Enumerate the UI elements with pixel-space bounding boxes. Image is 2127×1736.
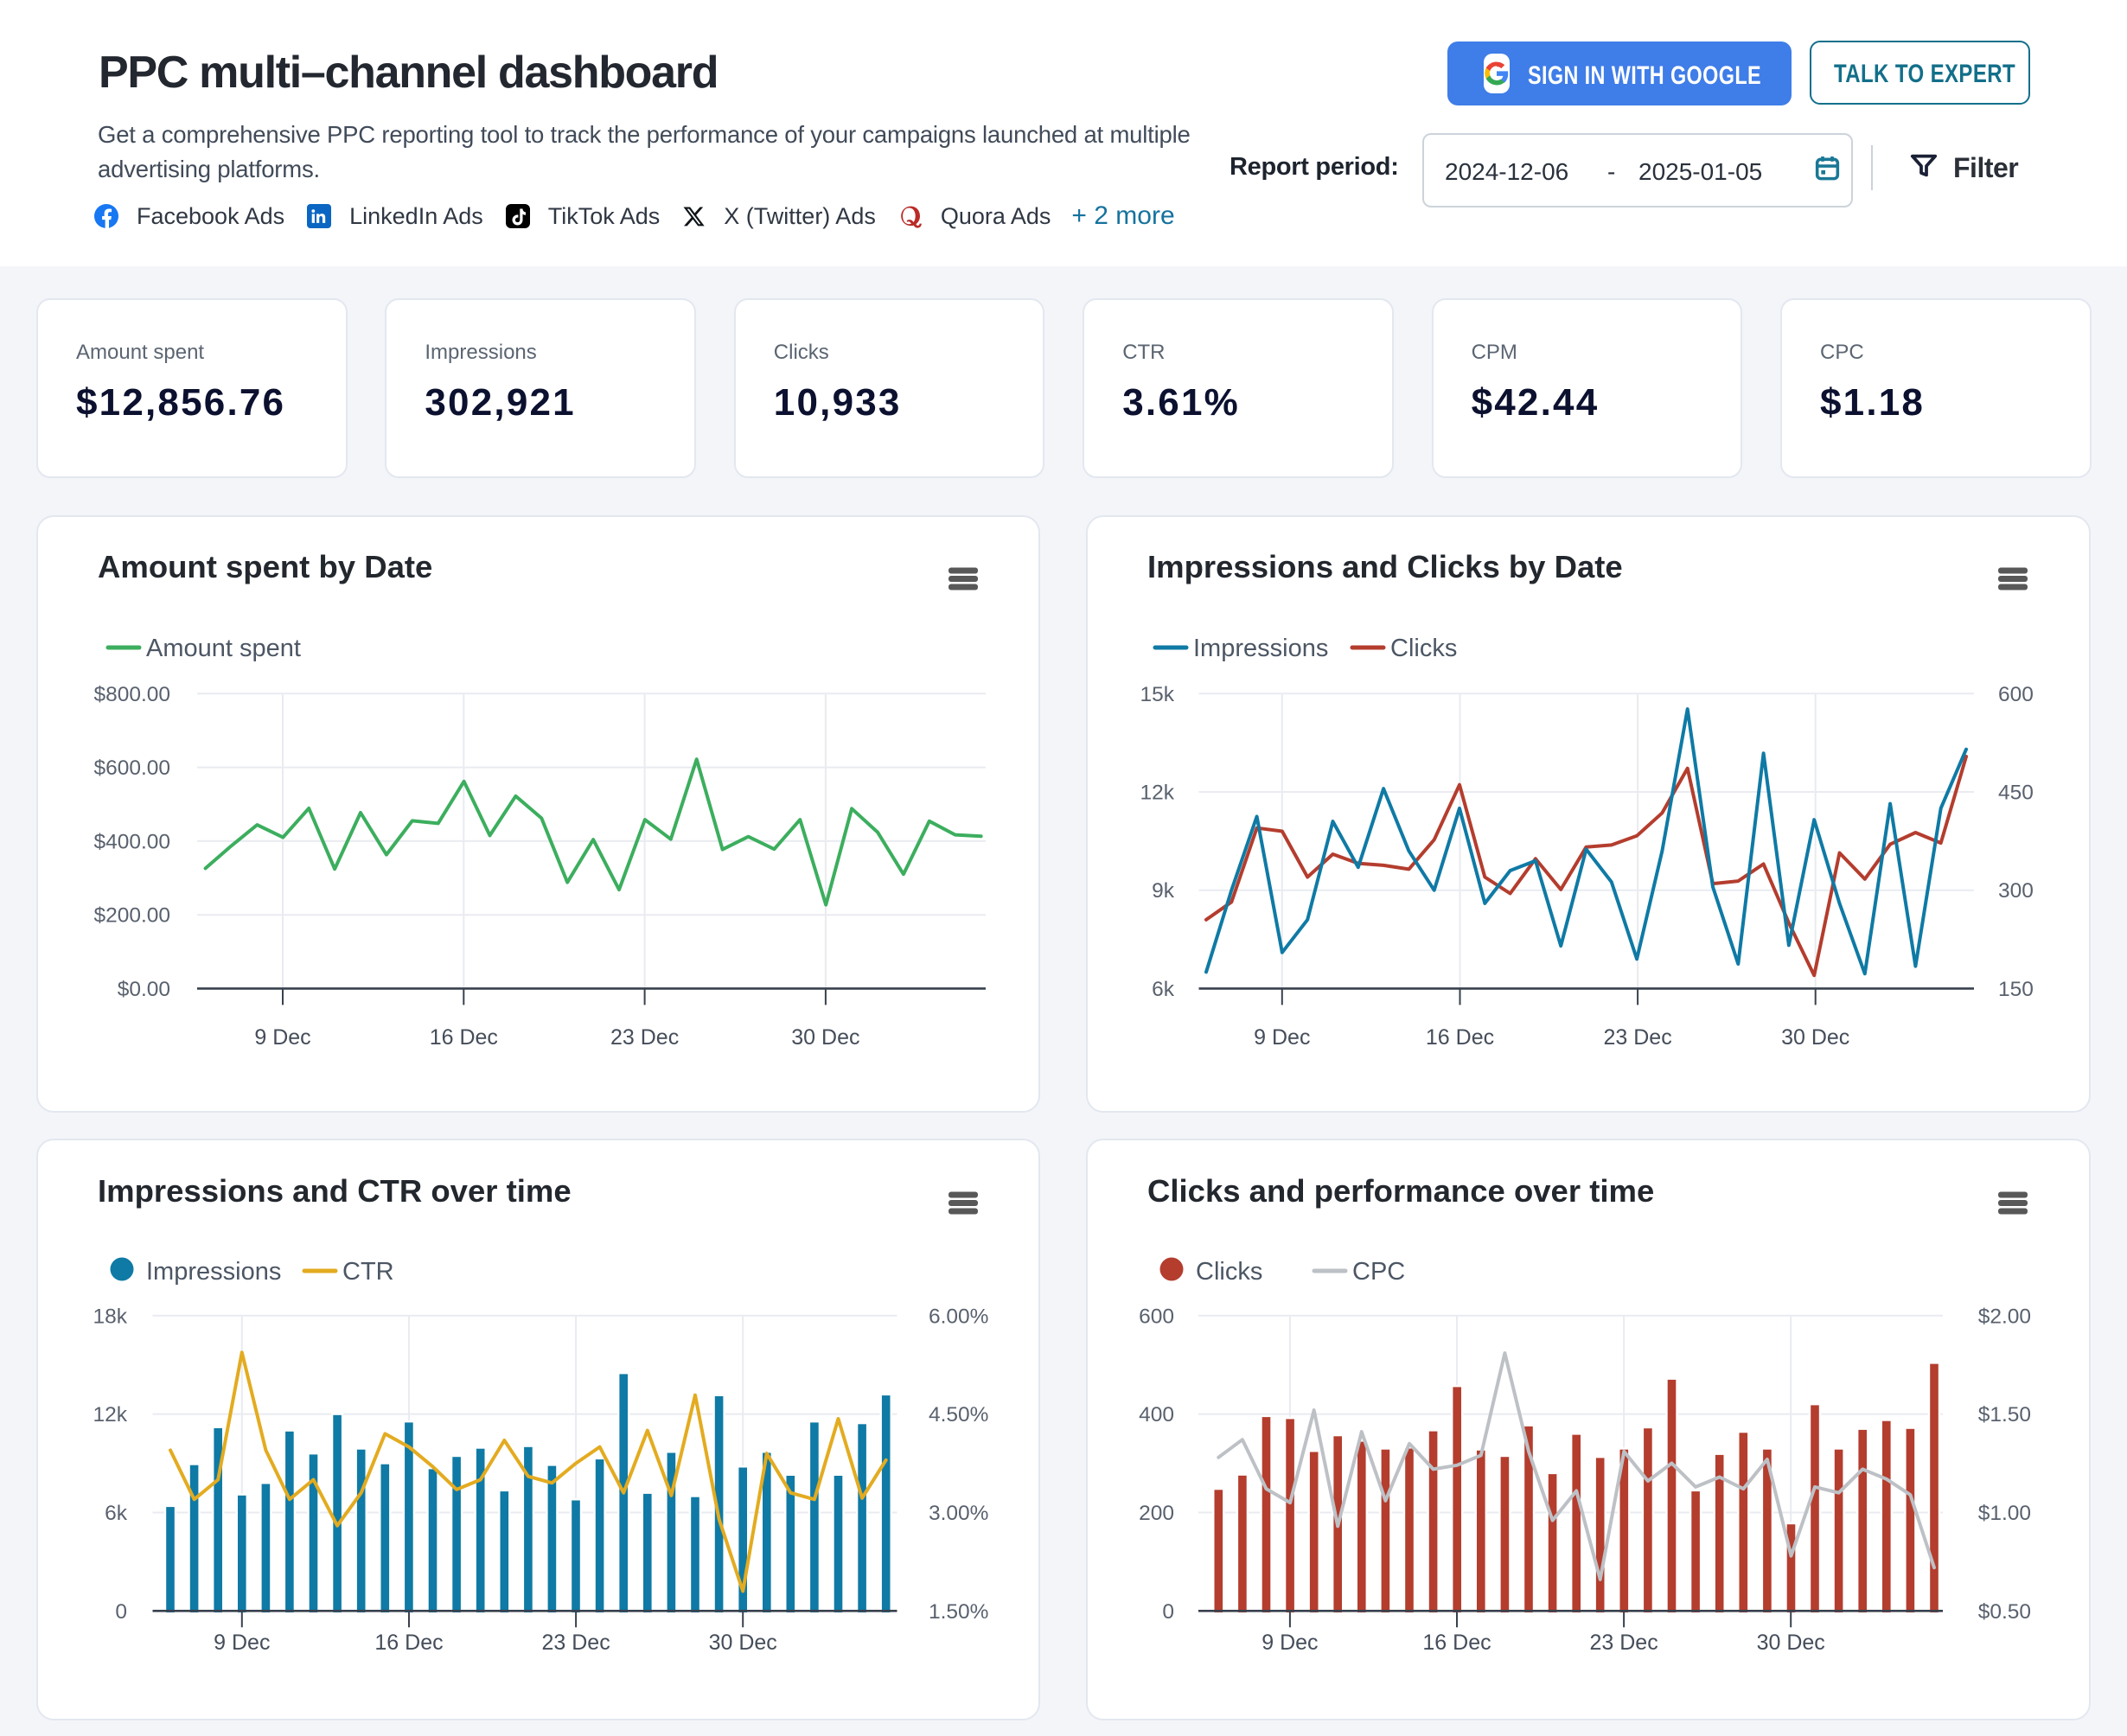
svg-text:Amount spent: Amount spent [146,635,301,662]
svg-text:6k: 6k [105,1502,128,1525]
svg-text:12k: 12k [1140,782,1174,805]
svg-text:6k: 6k [1152,978,1175,1001]
svg-text:0: 0 [115,1600,127,1624]
svg-text:16 Dec: 16 Dec [1422,1631,1491,1655]
svg-text:$0.00: $0.00 [118,978,170,1001]
svg-text:Clicks and performance over ti: Clicks and performance over time [1147,1173,1654,1209]
svg-text:Impressions and Clicks by Date: Impressions and Clicks by Date [1147,549,1623,584]
svg-text:16 Dec: 16 Dec [374,1631,443,1655]
svg-text:23 Dec: 23 Dec [610,1025,679,1050]
svg-text:23 Dec: 23 Dec [541,1631,610,1655]
svg-text:CTR: CTR [342,1258,394,1286]
svg-text:23 Dec: 23 Dec [1603,1025,1671,1050]
svg-text:$600.00: $600.00 [93,756,170,780]
svg-text:0: 0 [1162,1600,1174,1624]
svg-text:Clicks: Clicks [1390,635,1457,662]
svg-text:$400.00: $400.00 [93,830,170,853]
svg-text:$0.50: $0.50 [1978,1600,2031,1624]
svg-text:Impressions: Impressions [1193,635,1328,662]
svg-text:$1.00: $1.00 [1978,1502,2031,1525]
svg-text:150: 150 [1998,978,2034,1001]
svg-text:30 Dec: 30 Dec [1757,1631,1825,1655]
svg-text:12k: 12k [93,1403,127,1426]
svg-text:Clicks: Clicks [1196,1258,1262,1286]
svg-text:200: 200 [1139,1502,1174,1525]
svg-text:9 Dec: 9 Dec [254,1025,310,1050]
svg-text:$1.50: $1.50 [1978,1403,2031,1426]
svg-text:23 Dec: 23 Dec [1589,1631,1658,1655]
svg-text:15k: 15k [1140,683,1174,706]
svg-text:Impressions: Impressions [146,1258,281,1286]
svg-text:18k: 18k [93,1305,127,1328]
svg-text:$200.00: $200.00 [93,904,170,928]
svg-text:16 Dec: 16 Dec [430,1025,498,1050]
svg-text:16 Dec: 16 Dec [1426,1025,1494,1050]
svg-text:Amount spent by Date: Amount spent by Date [98,549,432,584]
svg-text:30 Dec: 30 Dec [1781,1025,1849,1050]
svg-text:400: 400 [1139,1403,1174,1426]
svg-text:30 Dec: 30 Dec [709,1631,777,1655]
svg-text:1.50%: 1.50% [929,1600,988,1624]
svg-text:450: 450 [1998,782,2034,805]
svg-text:CPC: CPC [1352,1258,1405,1286]
svg-text:9 Dec: 9 Dec [214,1631,270,1655]
svg-text:$800.00: $800.00 [93,683,170,706]
svg-text:3.00%: 3.00% [929,1502,988,1525]
svg-text:6.00%: 6.00% [929,1305,988,1328]
svg-text:9 Dec: 9 Dec [1262,1631,1318,1655]
svg-text:4.50%: 4.50% [929,1403,988,1426]
svg-text:300: 300 [1998,879,2034,903]
svg-text:600: 600 [1139,1305,1174,1328]
svg-text:Impressions and CTR over time: Impressions and CTR over time [98,1173,572,1209]
svg-text:9k: 9k [1152,879,1175,903]
svg-text:30 Dec: 30 Dec [791,1025,859,1050]
svg-text:$2.00: $2.00 [1978,1305,2031,1328]
svg-text:9 Dec: 9 Dec [1254,1025,1310,1050]
svg-text:600: 600 [1998,683,2034,706]
